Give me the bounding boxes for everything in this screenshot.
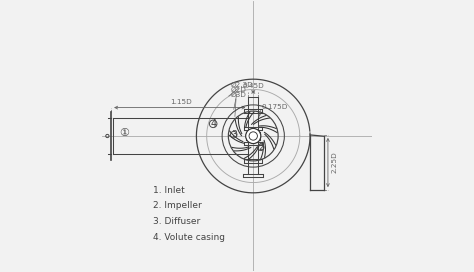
Text: 2. Impeller: 2. Impeller [153, 201, 202, 210]
Text: 2: 2 [258, 143, 264, 152]
Text: 4. Volute casing: 4. Volute casing [153, 233, 225, 242]
Text: 3. Diffuser: 3. Diffuser [153, 217, 201, 226]
Text: 2.25D: 2.25D [331, 152, 337, 173]
Text: ①: ① [120, 128, 130, 138]
Text: Ø3D: Ø3D [230, 92, 246, 98]
Text: 3: 3 [231, 130, 237, 139]
Text: 1.15D: 1.15D [170, 100, 192, 106]
Circle shape [246, 128, 261, 144]
Text: 0.175D: 0.175D [261, 104, 288, 110]
Text: 4: 4 [210, 119, 216, 129]
Text: Ø2D: Ø2D [230, 87, 246, 93]
Text: Ø2.3D: Ø2.3D [230, 82, 253, 88]
Text: 0.45D: 0.45D [242, 83, 264, 89]
Text: 1. Inlet: 1. Inlet [153, 186, 185, 195]
